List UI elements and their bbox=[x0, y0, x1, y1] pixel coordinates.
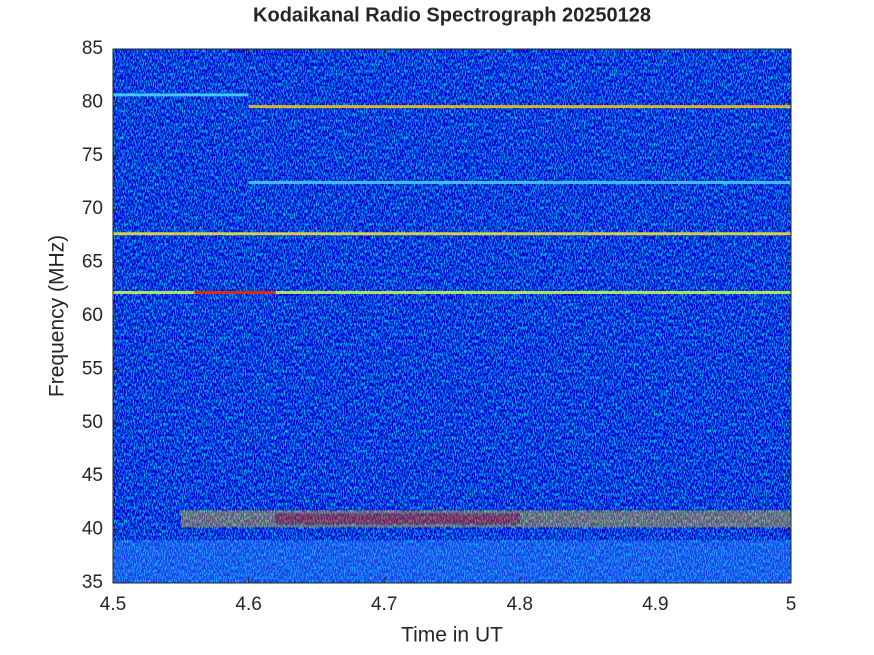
y-tick-label: 75 bbox=[82, 145, 103, 166]
noise bbox=[113, 49, 791, 583]
y-tick-label: 65 bbox=[82, 252, 103, 273]
y-axis-label: Frequency (MHz) bbox=[46, 235, 69, 397]
y-tick-label: 35 bbox=[82, 572, 103, 593]
x-tick-label: 4.8 bbox=[507, 594, 533, 615]
y-tick-label: 45 bbox=[82, 465, 103, 486]
x-tick-label: 4.9 bbox=[642, 594, 668, 615]
x-tick-label: 5 bbox=[786, 594, 797, 615]
plot-area bbox=[113, 49, 791, 583]
emission-band-tint bbox=[113, 540, 791, 583]
y-tick-label: 80 bbox=[82, 91, 103, 112]
y-tick-label: 50 bbox=[82, 412, 103, 433]
y-tick-label: 60 bbox=[82, 305, 103, 326]
axes: 4.5 4.6 4.7 4.8 4.9 5 35 40 45 50 55 60 65 70 75 80 85 bbox=[82, 38, 796, 615]
emission-band-tint bbox=[275, 513, 520, 525]
y-tick-label: 70 bbox=[82, 198, 103, 219]
y-tick-label: 40 bbox=[82, 519, 103, 540]
emission-band bbox=[275, 513, 520, 525]
y-tick-label: 85 bbox=[82, 38, 103, 59]
x-tick-label: 4.7 bbox=[371, 594, 397, 615]
y-tick-label: 55 bbox=[82, 358, 103, 379]
x-axis-label: Time in UT bbox=[401, 624, 503, 647]
x-tick-label: 4.6 bbox=[235, 594, 261, 615]
chart-title: Kodaikanal Radio Spectrograph 20250128 bbox=[253, 4, 651, 26]
emission-band bbox=[113, 540, 791, 583]
x-tick-label: 4.5 bbox=[100, 594, 126, 615]
